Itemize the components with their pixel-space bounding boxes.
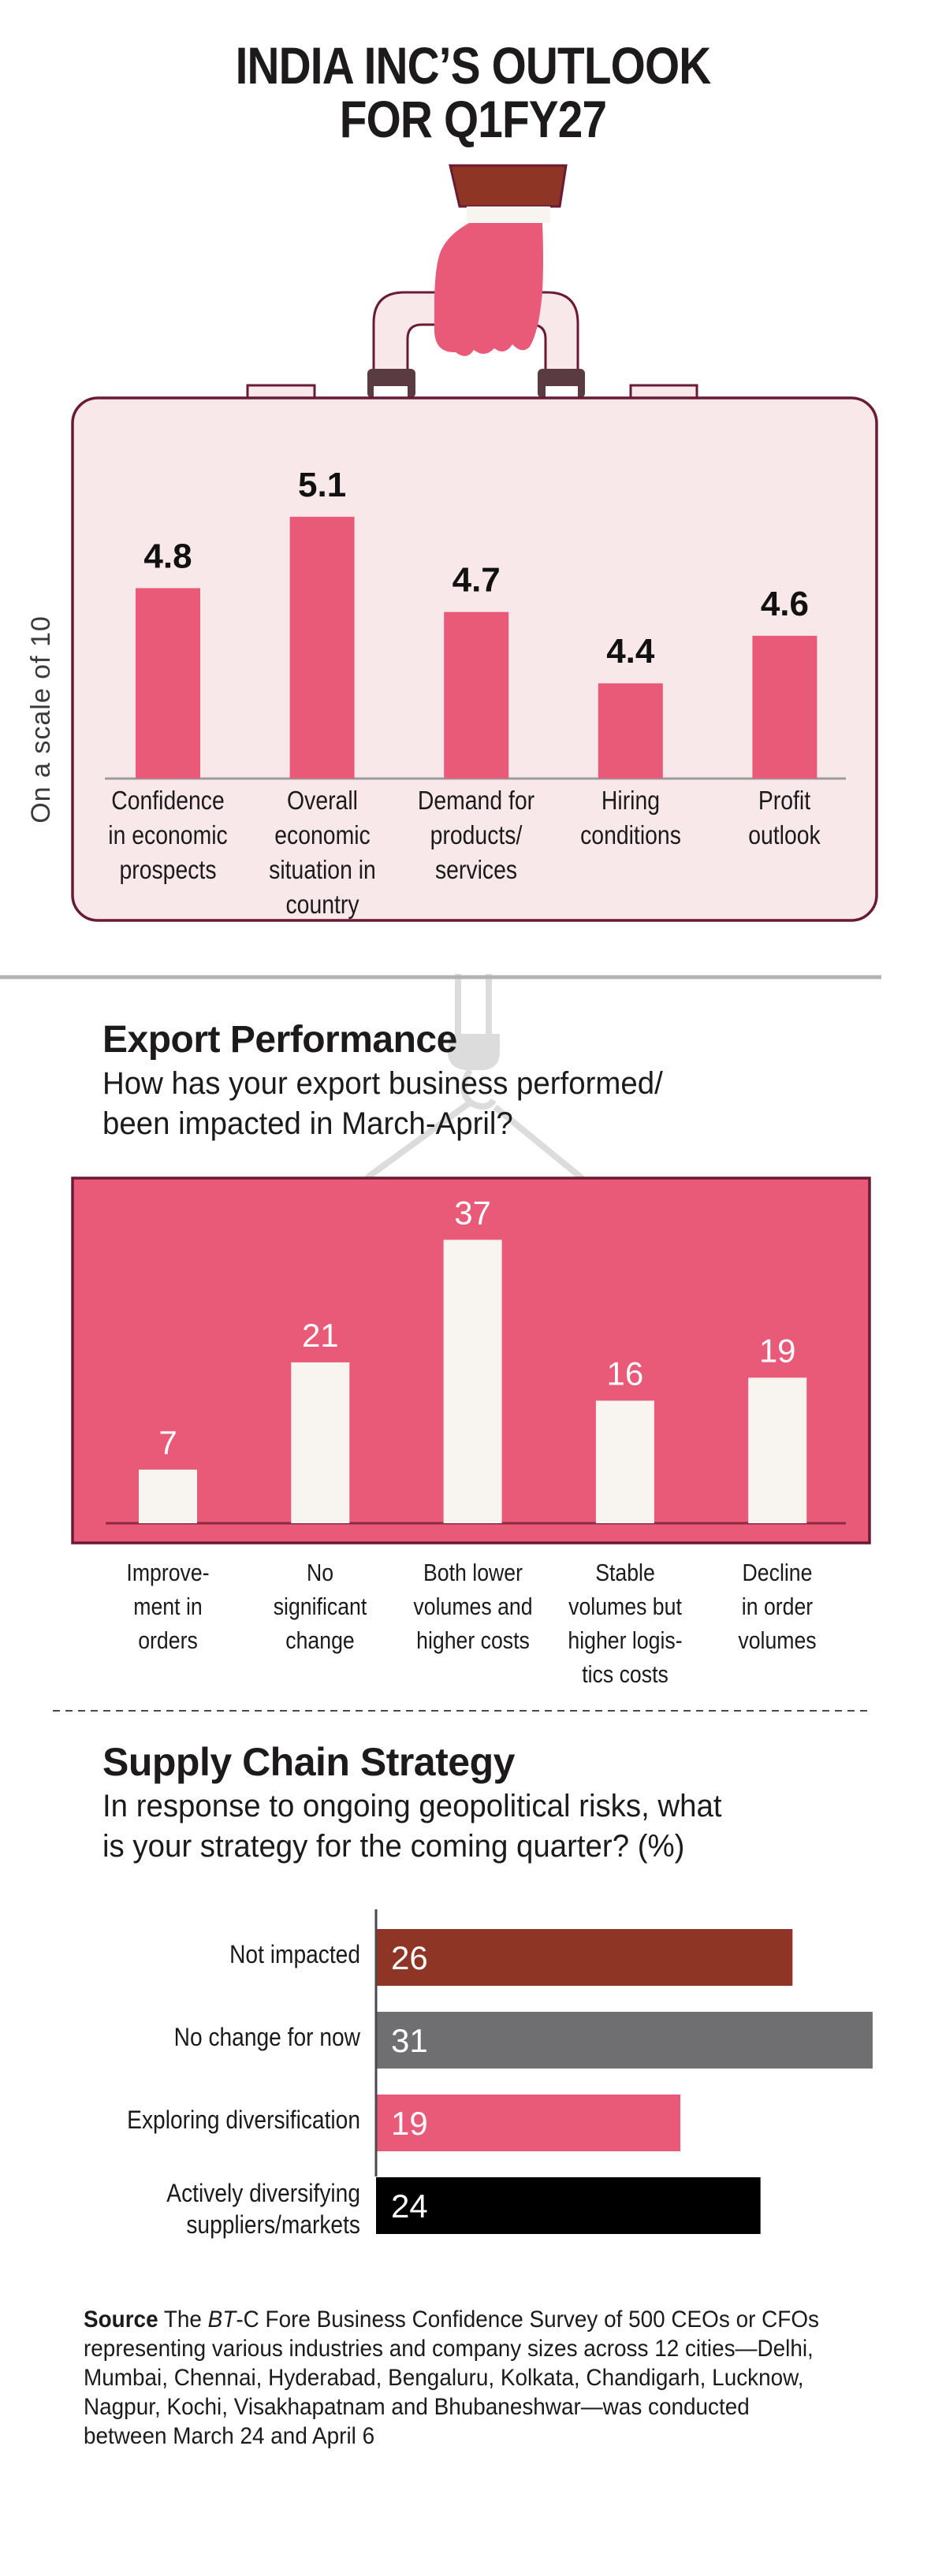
export-subtitle: How has your export business performed/ … bbox=[102, 1066, 663, 1141]
export-category-label: Stable volumes but higher logis- tics co… bbox=[568, 1559, 683, 1688]
outlook-category-label: Profit outlook bbox=[748, 786, 821, 849]
export-title: Export Performance bbox=[102, 1019, 457, 1061]
source-label: Source bbox=[84, 2307, 158, 2333]
export-value-label: 37 bbox=[454, 1194, 491, 1231]
export-bar bbox=[291, 1362, 350, 1523]
export-value-label: 19 bbox=[759, 1332, 796, 1369]
source-note: Source The BT-C Fore Business Confidence… bbox=[84, 2305, 824, 2451]
export-chart: 7 21 37 16 19 bbox=[71, 1176, 871, 1544]
supply-bar bbox=[376, 2095, 681, 2151]
export-value-label: 16 bbox=[607, 1355, 644, 1392]
handle-clasp-right-inner bbox=[546, 386, 578, 398]
export-bar bbox=[443, 1240, 502, 1523]
outlook-value-label: 4.8 bbox=[143, 537, 192, 575]
export-category-label: Improve- ment in orders bbox=[126, 1559, 210, 1654]
export-category-label: No significant change bbox=[274, 1559, 367, 1654]
source-italic: BT bbox=[207, 2307, 236, 2333]
supply-category-label: Actively diversifying suppliers/markets bbox=[166, 2179, 360, 2239]
outlook-value-label: 4.6 bbox=[761, 585, 809, 623]
supply-title: Supply Chain Strategy bbox=[102, 1740, 515, 1784]
outlook-value-label: 4.7 bbox=[453, 561, 501, 600]
source-text: -C Fore Business Confidence Survey of 50… bbox=[84, 2307, 819, 2449]
supply-value-label: 31 bbox=[391, 2022, 428, 2059]
handle-clasp-left-inner bbox=[374, 386, 408, 398]
outlook-category-label: Hiring conditions bbox=[579, 786, 681, 849]
page-title-line-1: INDIA INC’S OUTLOOK bbox=[235, 36, 712, 95]
supply-value-label: 26 bbox=[391, 1939, 428, 1976]
supply-category-label: Not impacted bbox=[229, 1940, 360, 1968]
crane-hook-icon bbox=[364, 974, 584, 1181]
supply-chart: 26 31 19 24 bbox=[374, 1909, 873, 2234]
supply-bar bbox=[376, 2177, 761, 2234]
shirt-sleeve-icon bbox=[467, 206, 550, 223]
supply-value-label: 19 bbox=[391, 2105, 428, 2142]
outlook-bar bbox=[136, 588, 200, 779]
outlook-value-label: 4.4 bbox=[606, 632, 655, 671]
supply-category-label: No change for now bbox=[173, 2023, 360, 2051]
outlook-category-label: Confidence in economic prospects bbox=[108, 786, 228, 884]
supply-bar bbox=[376, 1929, 793, 1986]
export-category-label: Both lower volumes and higher costs bbox=[413, 1559, 533, 1654]
outlook-bar bbox=[598, 683, 663, 779]
export-bar bbox=[748, 1377, 807, 1523]
outlook-category-label: Demand for products/ services bbox=[418, 786, 535, 884]
outlook-chart: 4.8 5.1 4.7 4.4 4.6 On a scale of 10 bbox=[26, 164, 878, 922]
export-bar bbox=[139, 1469, 197, 1523]
dashed-divider bbox=[53, 1710, 872, 1712]
supply-subtitle: In response to ongoing geopolitical risk… bbox=[102, 1789, 722, 1864]
supply-bar bbox=[376, 2012, 873, 2069]
export-value-label: 21 bbox=[302, 1317, 339, 1354]
outlook-value-label: 5.1 bbox=[298, 466, 346, 504]
outlook-y-axis-label: On a scale of 10 bbox=[26, 615, 56, 823]
export-bar bbox=[595, 1400, 654, 1523]
source-pre: The bbox=[163, 2307, 208, 2333]
outlook-bar bbox=[289, 516, 355, 779]
hand-icon bbox=[434, 223, 543, 356]
supply-value-label: 24 bbox=[391, 2188, 428, 2225]
outlook-bar bbox=[444, 611, 509, 779]
section-divider bbox=[0, 974, 881, 1181]
supply-category-label: Exploring diversification bbox=[127, 2106, 360, 2134]
outlook-category-label: Overall economic situation in country bbox=[268, 786, 376, 919]
cuff-icon bbox=[449, 164, 568, 208]
export-value-label: 7 bbox=[158, 1424, 177, 1461]
export-category-label: Decline in order volumes bbox=[738, 1559, 817, 1654]
outlook-bar bbox=[752, 635, 818, 779]
page-title-line-2: FOR Q1FY27 bbox=[339, 90, 607, 148]
